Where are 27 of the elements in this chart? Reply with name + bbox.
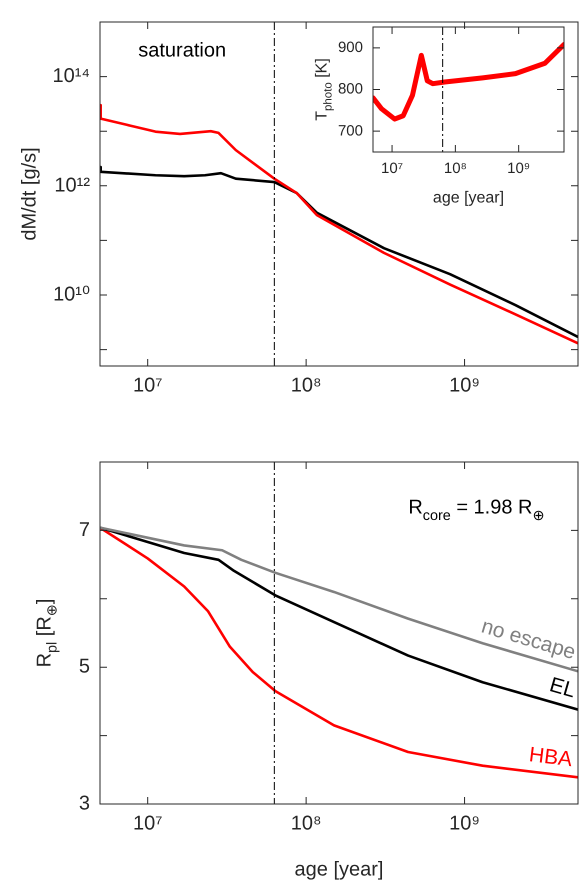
text: HBA: [528, 743, 574, 772]
y-axis-title: Tphoto [K]: [313, 58, 334, 121]
y-tick-label: 7: [78, 518, 90, 541]
x-tick-label: 10⁹: [449, 374, 480, 397]
y-tick-label: 800: [338, 80, 363, 98]
x-tick-label: 10⁹: [507, 160, 530, 178]
annotation: saturation: [138, 40, 226, 62]
y-tick-label: 10¹⁰: [53, 283, 90, 306]
text: EL: [547, 673, 578, 702]
y-tick-label: 700: [338, 122, 363, 140]
y-tick-label: 900: [338, 38, 363, 56]
x-tick-label: 10⁸: [290, 812, 322, 835]
x-tick-label: 10⁸: [444, 160, 467, 178]
y-tick-label: 10¹⁴: [52, 65, 90, 88]
x-tick-label: 10⁸: [290, 374, 322, 397]
y-tick-label: 5: [78, 656, 90, 678]
y-tick-label: 10¹²: [54, 174, 90, 196]
x-tick-label: 10⁹: [449, 812, 480, 835]
y-axis-title: Rpl [R⊕]: [34, 598, 61, 668]
x-axis-title: age [year]: [432, 189, 504, 206]
y-axis-title: dM/dt [g/s]: [18, 147, 41, 241]
x-tick-label: 10⁷: [380, 160, 404, 178]
x-tick-label: 10⁷: [132, 812, 162, 835]
x-tick-label: 10⁷: [132, 374, 162, 397]
x-axis-title: age [year]: [294, 858, 384, 881]
text: no escape: [478, 614, 578, 664]
y-tick-label: 3: [78, 792, 90, 815]
